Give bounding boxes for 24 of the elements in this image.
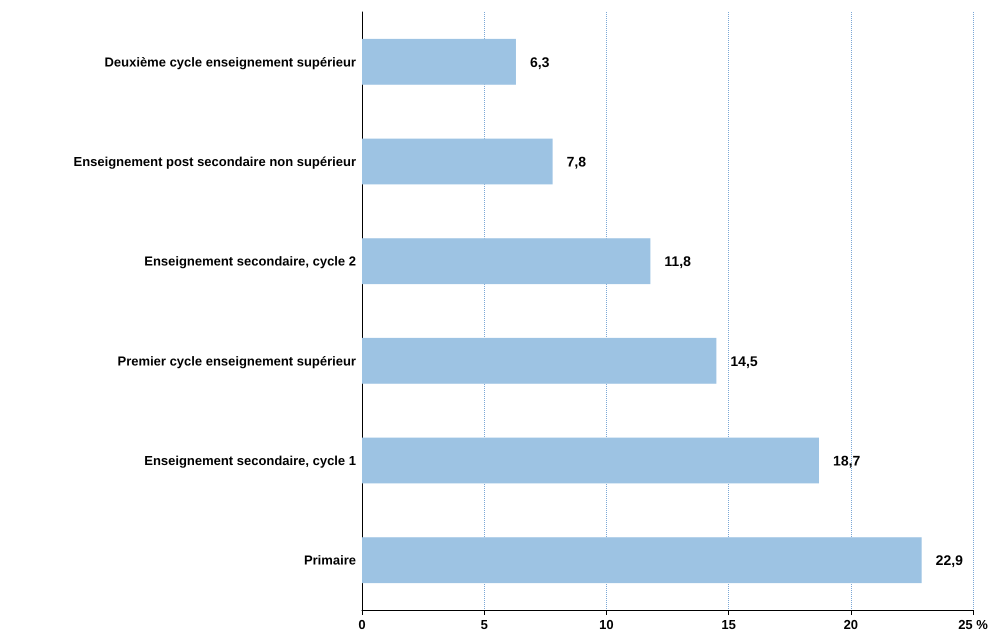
data-label: 18,7	[833, 452, 860, 468]
bar	[362, 238, 650, 284]
data-label: 22,9	[936, 552, 964, 568]
x-tick-label: 20	[844, 617, 858, 632]
bar	[362, 537, 922, 584]
x-tick-label: 10	[599, 617, 614, 632]
y-tick-label: Primaire	[304, 552, 356, 568]
bar	[362, 438, 820, 484]
data-label: 11,8	[664, 253, 692, 270]
x-tick-label: 5	[480, 617, 488, 632]
x-tick-label: 25 %	[958, 617, 988, 632]
y-tick-label: Premier cycle enseignement supérieur	[118, 353, 356, 368]
y-tick-label: Enseignement post secondaire non supérieur	[74, 154, 356, 169]
y-tick-label: Deuxième cycle enseignement supérieur	[104, 54, 356, 70]
y-tick-label: Enseignement secondaire, cycle 1	[144, 453, 356, 468]
x-tick-label: 15	[721, 617, 736, 632]
data-label: 14,5	[730, 352, 758, 369]
bar	[362, 38, 516, 85]
data-label: 7,8	[566, 154, 586, 170]
bar	[362, 138, 553, 184]
x-tick-label: 0	[358, 617, 366, 632]
data-label: 6,3	[530, 54, 550, 70]
bar	[362, 338, 716, 384]
y-tick-label: Enseignement secondaire, cycle 2	[144, 254, 356, 269]
